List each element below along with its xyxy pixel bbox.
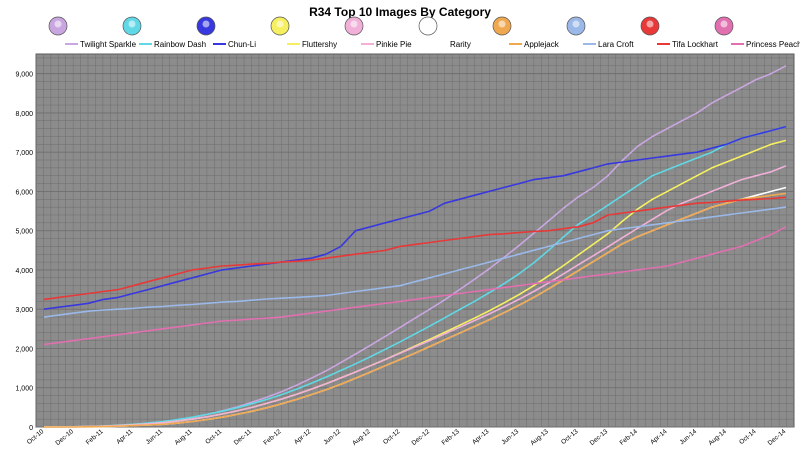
legend-label: Pinkie Pie <box>376 40 412 49</box>
martial-artist-icon <box>640 16 660 36</box>
legend-label: Applejack <box>524 40 560 49</box>
legend-label: Chun-Li <box>228 40 256 49</box>
legend-label: Rarity <box>450 40 471 49</box>
grid <box>35 54 794 428</box>
y-tick-label: 3,000 <box>15 307 33 314</box>
y-tick-label: 0 <box>29 425 33 432</box>
yellow-pegasus-icon <box>270 16 290 36</box>
legend-label: Tifa Lockhart <box>672 40 719 49</box>
legend-label: Fluttershy <box>302 40 337 49</box>
legend-item: Rainbow Dash <box>122 16 206 49</box>
blue-pegasus-icon <box>122 16 142 36</box>
series-line-applejack <box>44 192 787 428</box>
series-line-chun-li <box>43 125 787 310</box>
series-line-lara-croft <box>43 206 787 318</box>
princess-icon <box>714 16 734 36</box>
legend-item: Applejack <box>492 16 560 49</box>
orange-pony-icon <box>492 16 512 36</box>
legend-item: Rarity <box>418 16 471 49</box>
legend-item: Fluttershy <box>270 16 337 49</box>
white-unicorn-icon <box>418 16 438 36</box>
purple-unicorn-icon <box>48 16 68 36</box>
y-tick-label: 8,000 <box>15 111 33 118</box>
legend-item: Tifa Lockhart <box>640 16 719 49</box>
legend-item: Pinkie Pie <box>344 16 412 49</box>
series-lines <box>43 65 787 428</box>
y-tick-label: 4,000 <box>15 268 33 275</box>
series-line-rainbow-dash <box>44 125 787 428</box>
legend: Twilight Sparkle Rainbow Dash Chun-Li Flutt… <box>48 16 800 49</box>
legend-item: Princess Peach <box>714 16 800 49</box>
legend-item: Chun-Li <box>196 16 256 49</box>
y-tick-label: 6,000 <box>15 189 33 196</box>
y-axis: 0 1,000 2,000 3,000 4,000 5,000 6,000 7,000 8,00… <box>15 72 33 432</box>
y-tick-label: 5,000 <box>15 229 33 236</box>
series-line-princess-peach <box>43 226 787 346</box>
fighter-icon <box>196 16 216 36</box>
y-tick-label: 2,000 <box>15 346 33 353</box>
y-tick-label: 1,000 <box>15 386 33 393</box>
legend-label: Princess Peach <box>746 40 800 49</box>
legend-label: Rainbow Dash <box>154 40 206 49</box>
pink-pony-icon <box>344 16 364 36</box>
legend-item: Twilight Sparkle <box>48 16 137 49</box>
adventurer-icon <box>566 16 586 36</box>
legend-item: Lara Croft <box>566 16 634 49</box>
y-tick-label: 7,000 <box>15 150 33 157</box>
y-tick-label: 9,000 <box>15 72 33 79</box>
legend-label: Twilight Sparkle <box>80 40 137 49</box>
legend-label: Lara Croft <box>598 40 634 49</box>
series-line-pinkie-pie <box>44 165 787 428</box>
series-line-tifa-lockhart <box>43 196 787 301</box>
chart-title: R34 Top 10 Images By Category <box>309 5 491 19</box>
